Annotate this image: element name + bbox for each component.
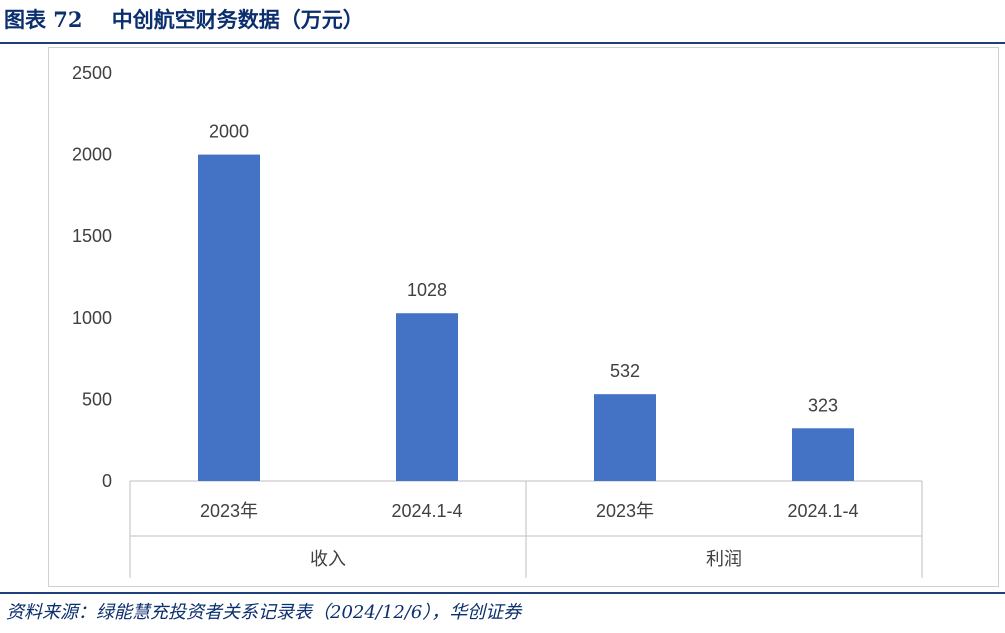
chart-area — [48, 47, 999, 587]
source-note: 资料来源：绿能慧充投资者关系记录表（2024/12/6），华创证券 — [6, 602, 522, 623]
category-label: 2024.1-4 — [787, 501, 858, 521]
group-label: 收入 — [310, 549, 346, 569]
data-label: 1028 — [407, 280, 447, 300]
data-label: 532 — [610, 361, 640, 381]
y-tick-label: 1000 — [72, 308, 112, 328]
category-label: 2023年 — [200, 501, 258, 521]
bar — [594, 394, 656, 481]
category-label: 2023年 — [596, 501, 654, 521]
data-label: 2000 — [209, 122, 249, 142]
bar — [396, 313, 458, 481]
y-tick-label: 1500 — [72, 226, 112, 246]
figure-title: 图表 72 中创航空财务数据（万元） — [4, 7, 364, 32]
data-label: 323 — [808, 395, 838, 415]
bar — [792, 428, 854, 481]
y-tick-label: 2000 — [72, 145, 112, 165]
y-tick-label: 0 — [102, 471, 112, 491]
header-rule — [0, 42, 1005, 44]
figure-header: 图表 72 中创航空财务数据（万元） — [0, 0, 1005, 44]
y-tick-label: 500 — [82, 389, 112, 409]
category-label: 2024.1-4 — [391, 501, 462, 521]
y-tick-label: 2500 — [72, 63, 112, 83]
group-label: 利润 — [706, 549, 742, 569]
bar — [198, 154, 260, 481]
footer-rule — [0, 592, 1005, 594]
